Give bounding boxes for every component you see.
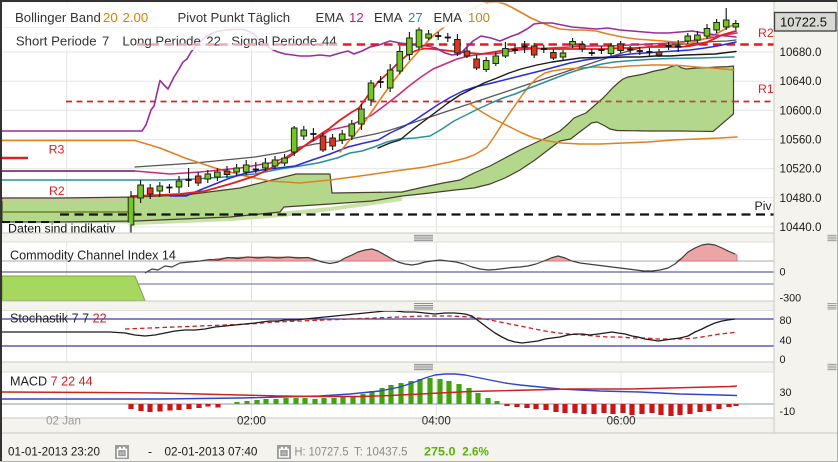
svg-text:10520.0: 10520.0 bbox=[780, 163, 822, 176]
svg-text:-10: -10 bbox=[780, 406, 796, 418]
svg-text:R3: R3 bbox=[49, 143, 65, 157]
svg-text:10560.0: 10560.0 bbox=[780, 134, 822, 147]
svg-text:Signal Periode: Signal Periode bbox=[231, 34, 317, 49]
svg-text:275.0: 275.0 bbox=[424, 445, 456, 459]
svg-text:H: 10727.5: H: 10727.5 bbox=[295, 445, 349, 459]
svg-text:10600.0: 10600.0 bbox=[780, 104, 822, 117]
svg-text:10440.0: 10440.0 bbox=[780, 221, 822, 234]
svg-text:R2: R2 bbox=[49, 184, 65, 198]
svg-text:100: 100 bbox=[468, 10, 490, 25]
svg-text:22: 22 bbox=[206, 34, 221, 49]
svg-text:2.6%: 2.6% bbox=[462, 445, 489, 459]
svg-text:10680.0: 10680.0 bbox=[780, 46, 822, 59]
svg-text:EMA: EMA bbox=[374, 10, 403, 25]
svg-text:-300: -300 bbox=[780, 293, 802, 305]
svg-text:30: 30 bbox=[780, 387, 792, 399]
svg-text:Long Periode: Long Periode bbox=[122, 34, 200, 49]
svg-text:10722.5: 10722.5 bbox=[780, 15, 827, 30]
svg-text:-: - bbox=[148, 445, 152, 459]
svg-text:MACD 7 22 44: MACD 7 22 44 bbox=[10, 375, 93, 389]
svg-text:Short Periode: Short Periode bbox=[16, 34, 97, 49]
svg-text:7: 7 bbox=[102, 34, 109, 49]
svg-text:40: 40 bbox=[780, 335, 792, 347]
svg-text:10480.0: 10480.0 bbox=[780, 192, 822, 205]
svg-text:EMA: EMA bbox=[434, 10, 463, 25]
svg-text:Daten sind indikativ: Daten sind indikativ bbox=[8, 222, 116, 236]
svg-text:80: 80 bbox=[780, 315, 792, 327]
svg-text:04:00: 04:00 bbox=[422, 415, 451, 428]
svg-text:44: 44 bbox=[322, 34, 337, 49]
svg-text:06:00: 06:00 bbox=[607, 415, 636, 428]
svg-text:T: 10437.5: T: 10437.5 bbox=[354, 445, 408, 459]
svg-text:R2: R2 bbox=[758, 26, 774, 40]
svg-text:0: 0 bbox=[780, 354, 786, 366]
svg-text:EMA: EMA bbox=[316, 10, 345, 25]
svg-text:02:00: 02:00 bbox=[237, 415, 266, 428]
svg-text:02 Jan: 02 Jan bbox=[46, 415, 81, 428]
svg-text:12: 12 bbox=[349, 10, 364, 25]
svg-text:02-01-2013 07:40: 02-01-2013 07:40 bbox=[165, 445, 258, 459]
svg-text:0: 0 bbox=[780, 267, 786, 279]
svg-text:Stochastik 7 7 22: Stochastik 7 7 22 bbox=[10, 312, 107, 326]
svg-text:Pivot Punkt Täglich: Pivot Punkt Täglich bbox=[178, 10, 291, 25]
svg-text:01-01-2013 23:20: 01-01-2013 23:20 bbox=[8, 445, 100, 459]
svg-text:20: 20 bbox=[103, 10, 118, 25]
svg-text:Piv: Piv bbox=[755, 199, 773, 213]
svg-text:Bollinger Band: Bollinger Band bbox=[15, 10, 101, 25]
svg-text:2.00: 2.00 bbox=[123, 10, 149, 25]
svg-text:Commodity Channel Index 14: Commodity Channel Index 14 bbox=[10, 249, 176, 263]
svg-text:10640.0: 10640.0 bbox=[780, 75, 822, 88]
svg-text:R1: R1 bbox=[758, 82, 774, 96]
svg-text:27: 27 bbox=[408, 10, 423, 25]
